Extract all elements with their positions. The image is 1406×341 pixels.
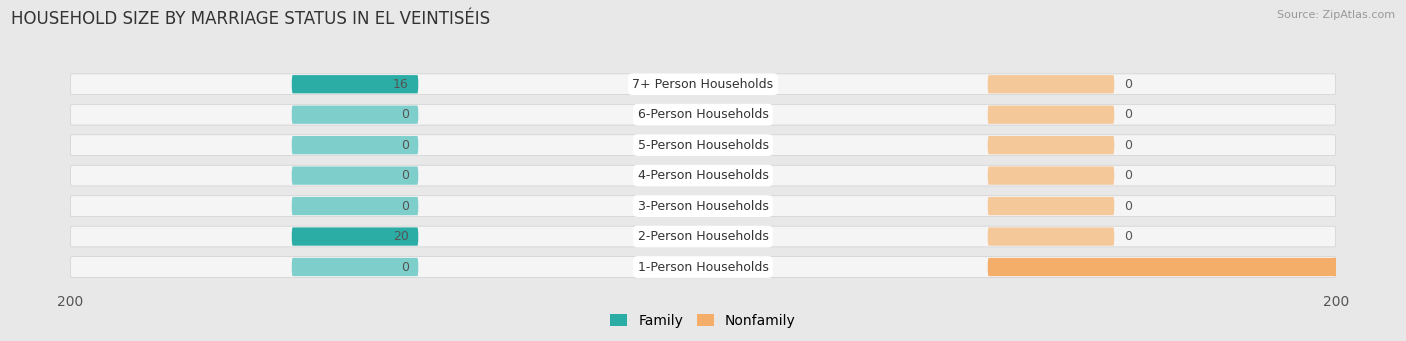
FancyBboxPatch shape [987, 136, 1115, 154]
FancyBboxPatch shape [70, 74, 1336, 94]
FancyBboxPatch shape [987, 258, 1406, 276]
FancyBboxPatch shape [291, 166, 419, 185]
FancyBboxPatch shape [291, 106, 419, 124]
FancyBboxPatch shape [70, 165, 1336, 186]
Text: 0: 0 [401, 199, 409, 212]
FancyBboxPatch shape [70, 135, 1336, 155]
FancyBboxPatch shape [987, 197, 1115, 215]
FancyBboxPatch shape [987, 106, 1115, 124]
FancyBboxPatch shape [70, 196, 1336, 217]
FancyBboxPatch shape [291, 75, 419, 93]
Legend: Family, Nonfamily: Family, Nonfamily [605, 308, 801, 333]
Text: 5-Person Households: 5-Person Households [637, 139, 769, 152]
FancyBboxPatch shape [70, 257, 1336, 277]
Text: 0: 0 [1123, 139, 1132, 152]
FancyBboxPatch shape [987, 227, 1115, 246]
Text: 16: 16 [394, 78, 409, 91]
Text: 7+ Person Households: 7+ Person Households [633, 78, 773, 91]
Text: 0: 0 [401, 169, 409, 182]
Text: 4-Person Households: 4-Person Households [637, 169, 769, 182]
FancyBboxPatch shape [987, 75, 1115, 93]
Text: 0: 0 [401, 108, 409, 121]
FancyBboxPatch shape [70, 226, 1336, 247]
Text: 0: 0 [1123, 108, 1132, 121]
FancyBboxPatch shape [291, 136, 419, 154]
Text: HOUSEHOLD SIZE BY MARRIAGE STATUS IN EL VEINTISÉIS: HOUSEHOLD SIZE BY MARRIAGE STATUS IN EL … [11, 10, 491, 28]
FancyBboxPatch shape [291, 227, 419, 246]
Text: Source: ZipAtlas.com: Source: ZipAtlas.com [1277, 10, 1395, 20]
Text: 20: 20 [392, 230, 409, 243]
Text: 0: 0 [401, 261, 409, 273]
Text: 1-Person Households: 1-Person Households [637, 261, 769, 273]
FancyBboxPatch shape [987, 166, 1115, 185]
Text: 0: 0 [1123, 78, 1132, 91]
Text: 6-Person Households: 6-Person Households [637, 108, 769, 121]
FancyBboxPatch shape [291, 197, 419, 215]
FancyBboxPatch shape [291, 258, 419, 276]
Text: 0: 0 [401, 139, 409, 152]
Text: 0: 0 [1123, 199, 1132, 212]
FancyBboxPatch shape [70, 104, 1336, 125]
Text: 2-Person Households: 2-Person Households [637, 230, 769, 243]
Text: 0: 0 [1123, 230, 1132, 243]
Text: 3-Person Households: 3-Person Households [637, 199, 769, 212]
Text: 0: 0 [1123, 169, 1132, 182]
